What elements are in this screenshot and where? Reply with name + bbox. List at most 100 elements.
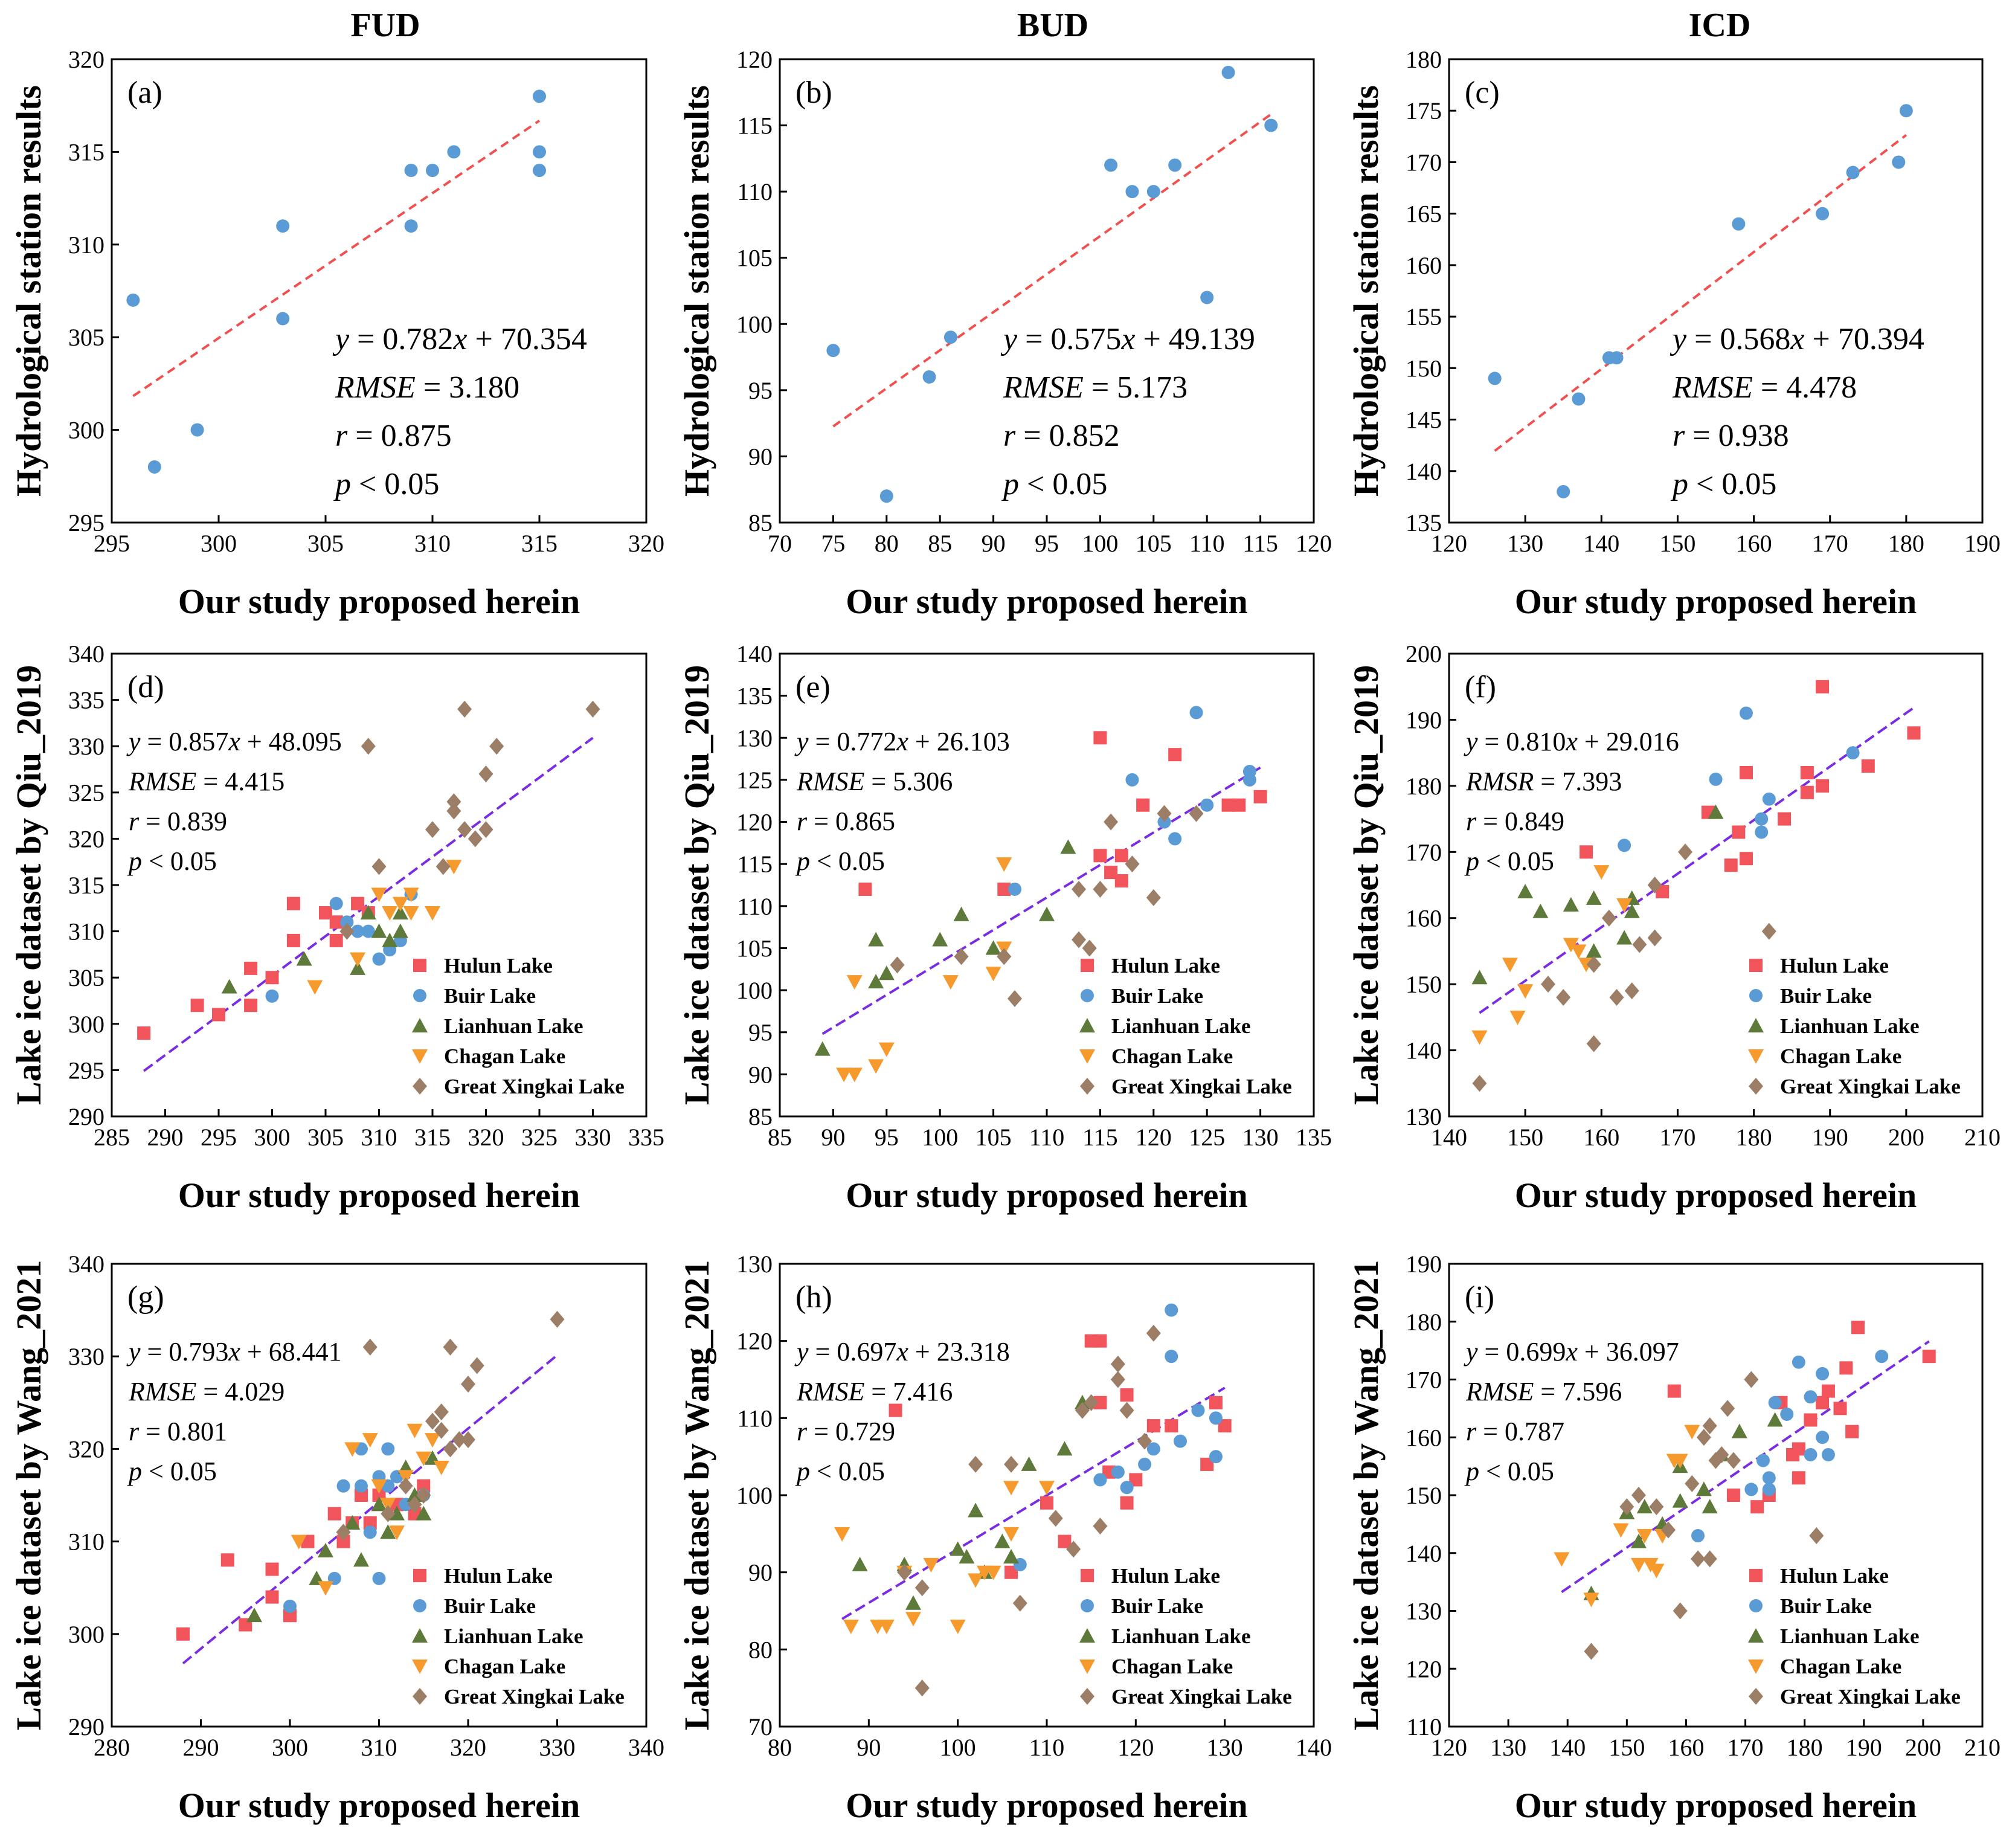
x-tick-label: 90	[857, 1734, 881, 1761]
y-tick-label: 320	[68, 1435, 104, 1463]
data-point	[1200, 291, 1214, 304]
stat-line: r = 0.852	[1003, 419, 1120, 453]
stat-line: p < 0.05	[333, 467, 439, 501]
data-point	[1093, 880, 1108, 898]
data-point	[1661, 1521, 1676, 1539]
y-tick-label: 90	[748, 1061, 773, 1088]
x-tick-label: 130	[1490, 1734, 1526, 1761]
panel-label: (b)	[795, 76, 832, 110]
legend-marker	[1079, 1660, 1095, 1674]
x-tick-label: 325	[521, 1124, 558, 1151]
series-hulun-lake	[1667, 1321, 1936, 1514]
data-point	[1586, 943, 1602, 958]
data-point	[426, 164, 439, 178]
fit-statistics: y = 0.699x + 36.097 RMSE = 7.596 r = 0.787…	[1464, 1337, 1679, 1486]
data-point	[319, 906, 332, 919]
data-point	[1739, 852, 1753, 866]
x-tick-label: 170	[1812, 530, 1848, 557]
data-point	[1111, 1465, 1125, 1479]
data-point	[1168, 832, 1182, 846]
data-point	[389, 1525, 405, 1541]
data-point	[1647, 877, 1662, 893]
data-point	[1804, 1390, 1818, 1404]
data-point	[461, 1431, 475, 1449]
data-point	[1792, 1442, 1805, 1456]
data-point	[1846, 166, 1860, 179]
data-point	[265, 989, 279, 1003]
legend-marker	[1079, 1049, 1095, 1064]
x-tick-label: 310	[414, 530, 451, 557]
data-point	[355, 1479, 368, 1493]
y-tick-label: 110	[1406, 1713, 1442, 1740]
y-axis-title: Hydrological station results	[1346, 85, 1386, 497]
legend-marker	[1081, 1569, 1094, 1582]
y-tick-label: 130	[1406, 1103, 1442, 1130]
stat-line: RMSE = 4.478	[1672, 370, 1857, 405]
data-point	[1509, 1010, 1526, 1025]
stat-line: p < 0.05	[1464, 846, 1554, 876]
x-axis-title: Our study proposed herein	[1515, 582, 1917, 621]
data-point	[1586, 956, 1601, 973]
x-axis-title: Our study proposed herein	[1515, 1176, 1917, 1215]
y-tick-label: 130	[736, 724, 773, 752]
series-buir-lake	[1008, 706, 1256, 896]
panel-b: 70 75 80 85 90 95 100 105 110 115 120 85 90 95 100 105 1…	[677, 46, 1332, 621]
data-point	[868, 974, 884, 989]
data-point	[190, 423, 204, 437]
y-tick-label: 180	[1406, 773, 1442, 800]
data-point	[1517, 883, 1534, 898]
x-tick-label: 320	[468, 1124, 504, 1151]
data-point	[434, 1421, 449, 1439]
data-point	[932, 932, 948, 947]
legend: Hulun Lake Buir Lake Lianhuan Lake Chagan L…	[412, 1564, 625, 1708]
data-point	[1702, 1499, 1718, 1514]
series-lianhuan-lake	[246, 1450, 440, 1623]
series-hydrological-station	[826, 65, 1278, 503]
data-point	[985, 940, 1001, 955]
data-point	[889, 1403, 902, 1417]
stat-line: p < 0.05	[1001, 467, 1107, 501]
data-point	[1570, 944, 1587, 959]
legend-marker	[413, 959, 426, 972]
x-tick-label: 150	[1507, 1124, 1543, 1151]
series-lianhuan-lake	[221, 904, 408, 994]
regression-line	[1494, 134, 1908, 452]
y-tick-label: 150	[1406, 355, 1442, 382]
x-tick-label: 85	[928, 530, 952, 557]
x-tick-label: 290	[183, 1734, 219, 1761]
y-tick-label: 310	[68, 231, 104, 259]
x-axis-title: Our study proposed herein	[846, 1786, 1248, 1825]
data-point	[1120, 1496, 1134, 1510]
legend-marker	[412, 1660, 428, 1674]
series-lianhuan-lake	[814, 839, 1076, 1056]
data-point	[1168, 158, 1182, 172]
data-point	[878, 1620, 895, 1635]
data-point	[1839, 1361, 1853, 1375]
data-point	[1691, 1529, 1705, 1543]
x-tick-label: 105	[1136, 530, 1172, 557]
data-point	[1003, 1549, 1020, 1564]
x-tick-label: 115	[1082, 1124, 1118, 1151]
y-tick-label: 110	[737, 1405, 773, 1432]
data-point	[1762, 792, 1776, 806]
data-point	[1875, 1350, 1889, 1363]
stat-line: p < 0.05	[1464, 1457, 1554, 1486]
data-point	[1572, 392, 1586, 406]
x-axis-title: Our study proposed herein	[846, 1176, 1248, 1215]
data-point	[1907, 726, 1921, 740]
series-great-xingkai-lake	[890, 805, 1204, 1008]
x-tick-label: 120	[1431, 1734, 1467, 1761]
stat-line: r = 0.865	[797, 806, 895, 836]
x-tick-label: 210	[1964, 1734, 2001, 1761]
x-tick-label: 120	[1136, 1124, 1172, 1151]
data-point	[221, 979, 237, 994]
data-point	[478, 821, 493, 839]
legend-marker	[1749, 989, 1763, 1002]
x-tick-label: 70	[768, 530, 792, 557]
data-point	[868, 932, 884, 947]
x-tick-label: 310	[361, 1734, 397, 1761]
y-tick-label: 320	[68, 46, 104, 73]
legend-label: Chagan Lake	[1111, 1045, 1233, 1068]
data-point	[1726, 1452, 1741, 1469]
